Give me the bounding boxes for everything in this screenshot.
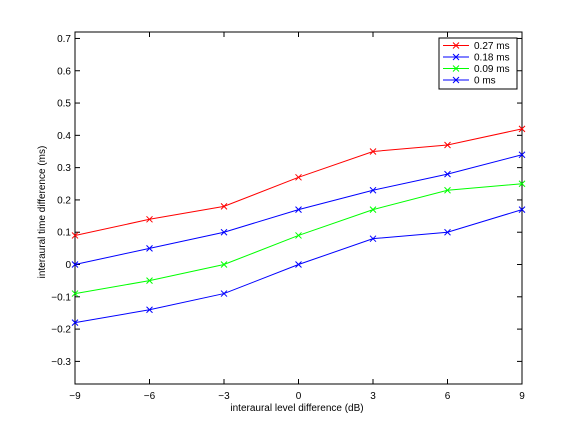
- x-axis-label: interaural level difference (dB): [230, 403, 363, 414]
- data-point-marker: [71, 319, 79, 326]
- y-tick-label: 0: [65, 260, 71, 271]
- data-point-marker: [71, 261, 79, 268]
- legend-marker: [452, 53, 460, 61]
- y-tick-label: −0.1: [51, 292, 71, 303]
- legend-label: 0 ms: [474, 76, 496, 87]
- data-point-marker: [220, 290, 228, 297]
- series-layer: [71, 125, 526, 326]
- y-tick-label: 0.7: [57, 34, 71, 45]
- data-point-marker: [146, 277, 153, 285]
- legend-label: 0.09 ms: [474, 64, 510, 75]
- legend-marker: [452, 65, 460, 72]
- plot-area: −9 −6 −3 0 3 6 9 −0.3 −0.2 −0.1 0 0.1 0.2 0.3 0.4 0.5 0.…: [51, 31, 525, 402]
- y-tick-label: 0.2: [57, 195, 71, 206]
- y-tick-label: 0.6: [57, 66, 71, 77]
- legend-marker: [452, 42, 460, 49]
- legend-entry: 0.09 ms: [443, 64, 510, 75]
- y-tick-label: 0.1: [57, 228, 71, 239]
- data-point-marker: [295, 232, 302, 239]
- data-point-marker: [369, 235, 377, 243]
- y-tick-label: 0.4: [57, 131, 71, 142]
- data-point-marker: [444, 170, 451, 178]
- legend-label: 0.18 ms: [474, 53, 510, 64]
- data-point-marker: [518, 125, 526, 133]
- data-point-marker: [146, 245, 153, 252]
- data-point-marker: [295, 173, 302, 181]
- legend-entry: 0.18 ms: [443, 53, 510, 64]
- data-point-marker: [369, 206, 377, 213]
- legend-entry: 0 ms: [443, 76, 496, 87]
- data-point-marker: [220, 228, 228, 236]
- x-tick-label: 3: [370, 391, 376, 402]
- x-tick-label: 9: [519, 391, 525, 402]
- data-point-marker: [518, 206, 526, 213]
- data-point-marker: [146, 306, 153, 314]
- series-1: [71, 125, 526, 239]
- legend: 0.27 ms0.18 ms0.09 ms0 ms: [438, 37, 518, 90]
- y-tick-label: 0.5: [57, 99, 71, 110]
- legend-marker: [452, 76, 460, 84]
- data-point-marker: [220, 203, 228, 210]
- x-tick-label: −9: [69, 391, 81, 402]
- data-point-marker: [369, 148, 377, 155]
- data-point-marker: [518, 180, 526, 188]
- data-point-marker: [444, 186, 451, 194]
- data-point-marker: [444, 141, 451, 149]
- series-3: [71, 180, 526, 297]
- data-point-marker: [295, 261, 302, 268]
- y-axis-label: interaural time difference (ms): [37, 146, 48, 279]
- legend-label: 0.27 ms: [474, 41, 510, 52]
- x-tick-label: −6: [144, 391, 156, 402]
- data-point-marker: [146, 215, 153, 223]
- y-tick-label: −0.3: [51, 357, 71, 368]
- series-2: [71, 151, 526, 268]
- data-point-marker: [71, 232, 79, 239]
- x-tick-label: −3: [218, 391, 230, 402]
- y-tick-label: −0.2: [51, 325, 71, 336]
- x-tick-label: 6: [445, 391, 451, 402]
- data-point-marker: [71, 290, 79, 297]
- legend-entry: 0.27 ms: [443, 41, 510, 52]
- data-point-marker: [444, 228, 451, 236]
- data-point-marker: [295, 206, 302, 213]
- x-tick-label: 0: [296, 391, 302, 402]
- data-point-marker: [220, 261, 228, 268]
- data-point-marker: [518, 151, 526, 159]
- y-tick-label: 0.3: [57, 163, 71, 174]
- data-point-marker: [369, 186, 377, 194]
- plot-frame: [74, 31, 523, 385]
- series-4: [71, 206, 526, 326]
